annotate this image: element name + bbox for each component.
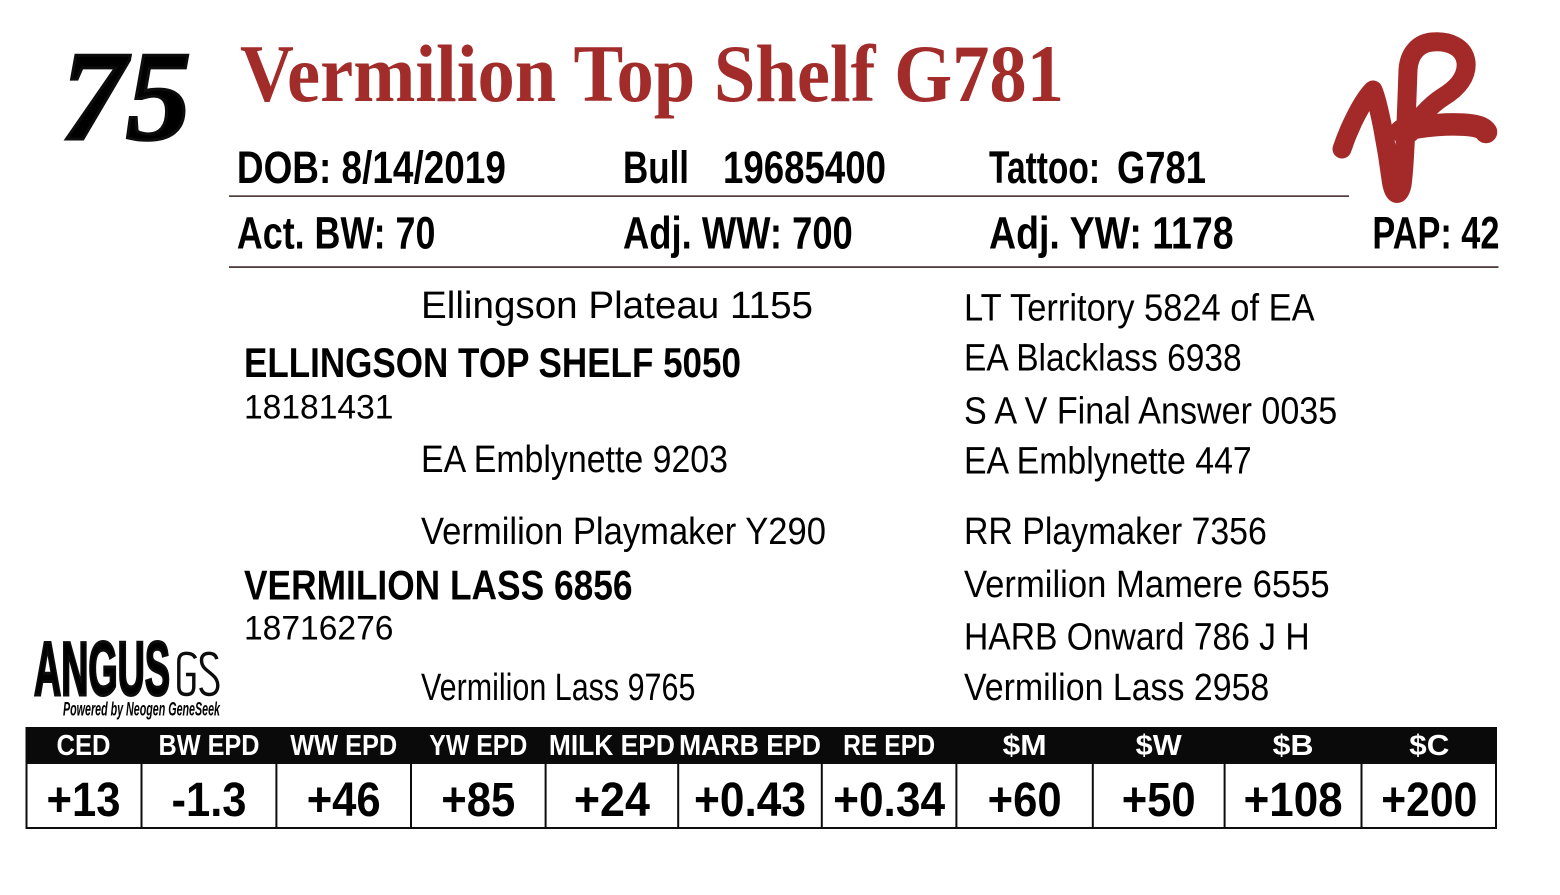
svg-text:18716276: 18716276 <box>244 610 394 648</box>
svg-text:+46: +46 <box>307 774 381 827</box>
svg-text:Vermilion Playmaker Y290: Vermilion Playmaker Y290 <box>421 511 826 553</box>
svg-text:$W: $W <box>1136 730 1182 762</box>
svg-text:Powered by Neogen GeneSeek: Powered by Neogen GeneSeek <box>63 698 221 720</box>
svg-text:+0.43: +0.43 <box>694 774 806 827</box>
svg-text:EA Emblynette 447: EA Emblynette 447 <box>964 441 1252 483</box>
svg-text:VERMILION LASS 6856: VERMILION LASS 6856 <box>244 562 633 609</box>
svg-text:CED: CED <box>57 730 111 762</box>
svg-text:Act. BW: 70: Act. BW: 70 <box>237 208 436 259</box>
svg-text:+85: +85 <box>441 774 515 827</box>
svg-text:-1.3: -1.3 <box>172 774 247 827</box>
svg-text:+60: +60 <box>988 774 1062 827</box>
svg-text:HARB Onward 786 J H: HARB Onward 786 J H <box>964 617 1310 659</box>
svg-text:Vermilion Top Shelf G781: Vermilion Top Shelf G781 <box>240 28 1064 119</box>
svg-text:+50: +50 <box>1122 774 1196 827</box>
svg-text:Bull: Bull <box>623 142 689 193</box>
svg-text:Tattoo:: Tattoo: <box>989 142 1100 193</box>
svg-text:$M: $M <box>1003 730 1047 762</box>
svg-text:BW EPD: BW EPD <box>159 730 260 762</box>
svg-text:MILK EPD: MILK EPD <box>549 730 675 762</box>
svg-text:Adj. WW: 700: Adj. WW: 700 <box>623 208 853 259</box>
svg-text:LT Territory 5824 of EA: LT Territory 5824 of EA <box>964 287 1315 329</box>
svg-text:+24: +24 <box>574 774 650 827</box>
svg-text:G781: G781 <box>1117 142 1206 193</box>
svg-text:Vermilion Lass 9765: Vermilion Lass 9765 <box>421 667 695 709</box>
svg-text:18181431: 18181431 <box>244 388 394 426</box>
svg-text:EA Emblynette 9203: EA Emblynette 9203 <box>421 439 728 481</box>
svg-text:Vermilion Lass 2958: Vermilion Lass 2958 <box>964 667 1269 709</box>
svg-text:Vermilion Mamere 6555: Vermilion Mamere 6555 <box>964 564 1330 606</box>
svg-text:YW EPD: YW EPD <box>429 730 527 762</box>
svg-text:Adj. YW: 1178: Adj. YW: 1178 <box>989 208 1234 259</box>
svg-text:$C: $C <box>1409 730 1449 762</box>
svg-text:Ellingson Plateau 1155: Ellingson Plateau 1155 <box>421 285 813 327</box>
svg-text:75: 75 <box>61 25 191 167</box>
svg-text:EA Blacklass 6938: EA Blacklass 6938 <box>964 338 1242 380</box>
svg-text:+13: +13 <box>47 774 121 827</box>
svg-text:+108: +108 <box>1244 774 1343 827</box>
svg-text:+0.34: +0.34 <box>833 774 945 827</box>
svg-text:DOB: 8/14/2019: DOB: 8/14/2019 <box>237 142 506 193</box>
svg-text:+200: +200 <box>1381 774 1477 827</box>
svg-text:ANGUS: ANGUS <box>34 627 170 712</box>
svg-text:S A V Final Answer 0035: S A V Final Answer 0035 <box>964 390 1337 432</box>
svg-text:WW EPD: WW EPD <box>290 730 397 762</box>
svg-text:ELLINGSON TOP SHELF 5050: ELLINGSON TOP SHELF 5050 <box>244 339 741 386</box>
svg-text:MARB EPD: MARB EPD <box>679 730 821 762</box>
svg-text:RE EPD: RE EPD <box>843 730 935 762</box>
svg-text:PAP: 42: PAP: 42 <box>1372 208 1499 259</box>
svg-text:$B: $B <box>1273 730 1314 762</box>
svg-text:RR Playmaker 7356: RR Playmaker 7356 <box>964 511 1267 553</box>
svg-text:19685400: 19685400 <box>723 142 886 193</box>
